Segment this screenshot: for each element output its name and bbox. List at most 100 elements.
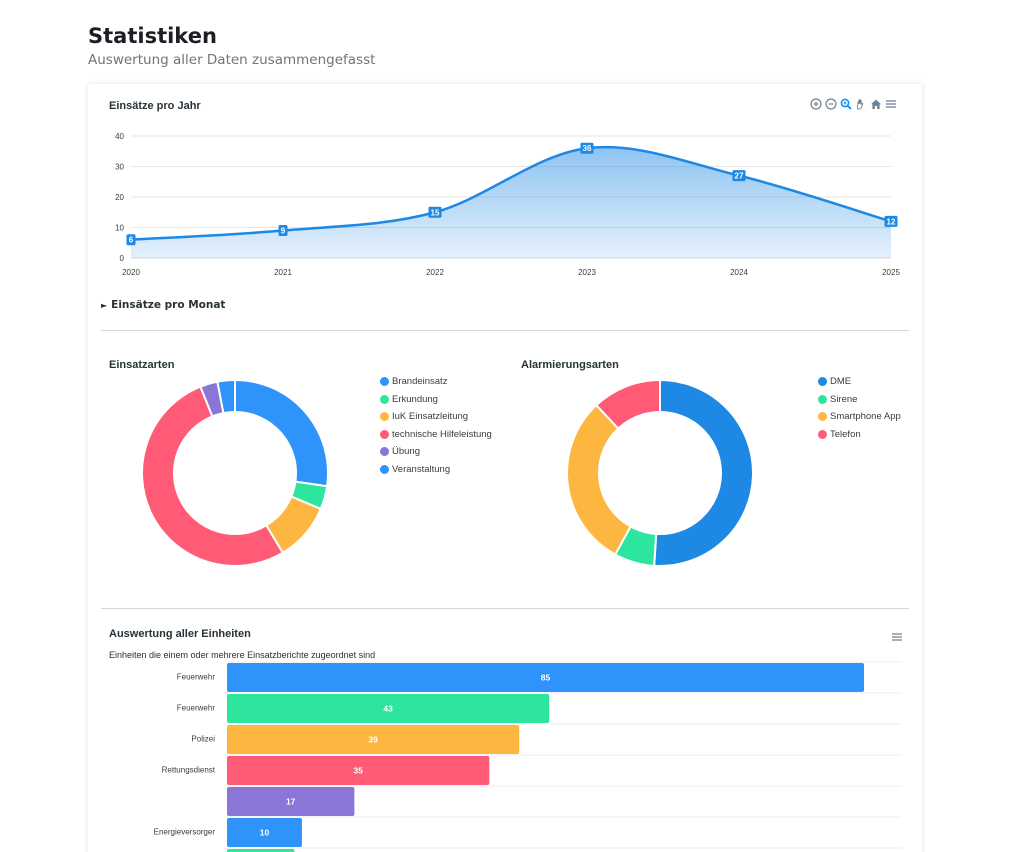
einsatzarten-donut-chart xyxy=(140,378,329,567)
legend-label: DME xyxy=(830,376,852,388)
legend-label: Brandeinsatz xyxy=(392,376,448,388)
category-label: Rettungsdienst xyxy=(162,766,216,775)
data-label-box xyxy=(884,215,898,227)
y-tick-label: 0 xyxy=(120,254,125,263)
donut-slice[interactable] xyxy=(216,378,236,415)
bar[interactable] xyxy=(227,818,302,847)
alarmierungsarten-legend: DME Sirene Smartphone App Telefon xyxy=(818,373,901,443)
bar[interactable] xyxy=(227,725,520,754)
donut-slice[interactable] xyxy=(140,385,285,567)
data-label-box xyxy=(732,170,746,182)
data-label-box xyxy=(580,142,594,154)
legend-marker xyxy=(380,429,389,439)
zoom-in-icon[interactable] xyxy=(810,98,822,110)
donut-slice[interactable] xyxy=(653,378,754,567)
series-line xyxy=(130,145,892,241)
legend-item[interactable]: IuK Einsatzleitung xyxy=(380,408,492,426)
legend-label: Übung xyxy=(392,446,420,458)
legend-marker xyxy=(380,394,389,404)
bar-value-label: 43 xyxy=(383,704,393,714)
data-label: 36 xyxy=(583,144,592,153)
home-icon[interactable] xyxy=(870,98,882,110)
legend-label: Erkundung xyxy=(392,393,438,405)
einsatzarten-legend: Brandeinsatz Erkundung IuK Einsatzleitung t… xyxy=(380,373,492,478)
page-title: Statistiken xyxy=(88,24,217,48)
data-label: 12 xyxy=(887,217,896,226)
legend-label: Sirene xyxy=(830,393,858,405)
legend-marker xyxy=(818,377,827,387)
bar-value-label: 17 xyxy=(286,797,296,807)
legend-label: Telefon xyxy=(830,428,861,440)
units-menu-icon[interactable] xyxy=(891,628,903,641)
legend-item[interactable]: Veranstaltung xyxy=(380,461,492,479)
alarmierungsarten-donut-chart xyxy=(566,378,754,567)
page-subtitle: Auswertung aller Daten zusammengefasst xyxy=(88,52,376,68)
legend-label: Smartphone App xyxy=(830,411,901,423)
legend-marker xyxy=(818,412,827,422)
legend-item[interactable]: Telefon xyxy=(818,426,901,444)
legend-marker xyxy=(380,412,389,422)
x-tick-label: 2022 xyxy=(426,268,444,277)
legend-item[interactable]: Sirene xyxy=(818,391,901,409)
data-label: 27 xyxy=(735,172,744,181)
pan-icon[interactable] xyxy=(855,98,867,110)
legend-label: IuK Einsatzleitung xyxy=(392,411,469,423)
donut-slice[interactable] xyxy=(594,378,661,430)
y-tick-label: 40 xyxy=(115,132,124,141)
legend-item[interactable]: technische Hilfeleistung xyxy=(380,426,492,444)
data-label-box xyxy=(126,234,136,246)
y-tick-label: 10 xyxy=(115,224,124,233)
units-chart-subtitle: Einheiten die einem oder mehrere Einsatz… xyxy=(109,650,376,660)
zoom-out-icon[interactable] xyxy=(825,98,837,110)
x-tick-label: 2023 xyxy=(578,268,596,277)
bar-value-label: 85 xyxy=(541,673,551,683)
data-label: 9 xyxy=(281,227,286,236)
bar-value-label: 35 xyxy=(353,766,363,776)
y-tick-label: 20 xyxy=(115,193,124,202)
category-label: Feuerwehr xyxy=(177,673,216,682)
yearly-area-chart: 0 10 20 30 40 2020 2021 2022 2023 2024 2025 6 9 15 36 2… xyxy=(115,132,900,277)
bar[interactable] xyxy=(227,756,490,785)
legend-marker xyxy=(380,377,389,387)
bar[interactable] xyxy=(227,849,295,852)
bar[interactable] xyxy=(227,787,355,816)
legend-marker xyxy=(380,464,389,474)
x-tick-label: 2024 xyxy=(730,268,748,277)
bar[interactable] xyxy=(227,694,550,723)
legend-label: technische Hilfeleistung xyxy=(392,428,492,440)
einsatzarten-title: Einsatzarten xyxy=(109,359,175,371)
data-label-box xyxy=(428,206,442,218)
bar[interactable] xyxy=(227,663,864,692)
menu-icon[interactable] xyxy=(885,98,897,110)
category-label: Feuerwehr xyxy=(177,704,216,713)
x-tick-label: 2020 xyxy=(122,268,140,277)
category-label: Energieversorger xyxy=(154,828,216,837)
legend-marker xyxy=(818,429,827,439)
y-tick-label: 30 xyxy=(115,163,124,172)
chart-toolbar xyxy=(810,98,897,110)
collapse-triangle-icon: ► xyxy=(101,301,108,310)
legend-item[interactable]: Übung xyxy=(380,443,492,461)
legend-marker xyxy=(818,394,827,404)
divider xyxy=(101,330,909,331)
selection-zoom-icon[interactable] xyxy=(840,98,852,110)
data-label-box xyxy=(278,225,288,237)
monthly-toggle-label: Einsätze pro Monat xyxy=(111,299,226,311)
units-chart-title: Auswertung aller Einheiten xyxy=(109,628,251,640)
divider xyxy=(101,608,909,609)
legend-item[interactable]: Smartphone App xyxy=(818,408,901,426)
legend-item[interactable]: Brandeinsatz xyxy=(380,373,492,391)
legend-label: Veranstaltung xyxy=(392,463,451,475)
area-fill xyxy=(131,147,891,258)
legend-item[interactable]: Erkundung xyxy=(380,391,492,409)
legend-marker xyxy=(380,447,389,457)
x-tick-label: 2021 xyxy=(274,268,292,277)
x-tick-label: 2025 xyxy=(882,268,900,277)
alarmierungsarten-title: Alarmierungsarten xyxy=(521,359,619,371)
data-label: 15 xyxy=(431,208,440,217)
legend-item[interactable]: DME xyxy=(818,373,901,391)
data-label: 6 xyxy=(129,236,134,245)
bar-value-label: 39 xyxy=(368,735,378,745)
monthly-toggle[interactable]: ► Einsätze pro Monat xyxy=(101,299,225,311)
